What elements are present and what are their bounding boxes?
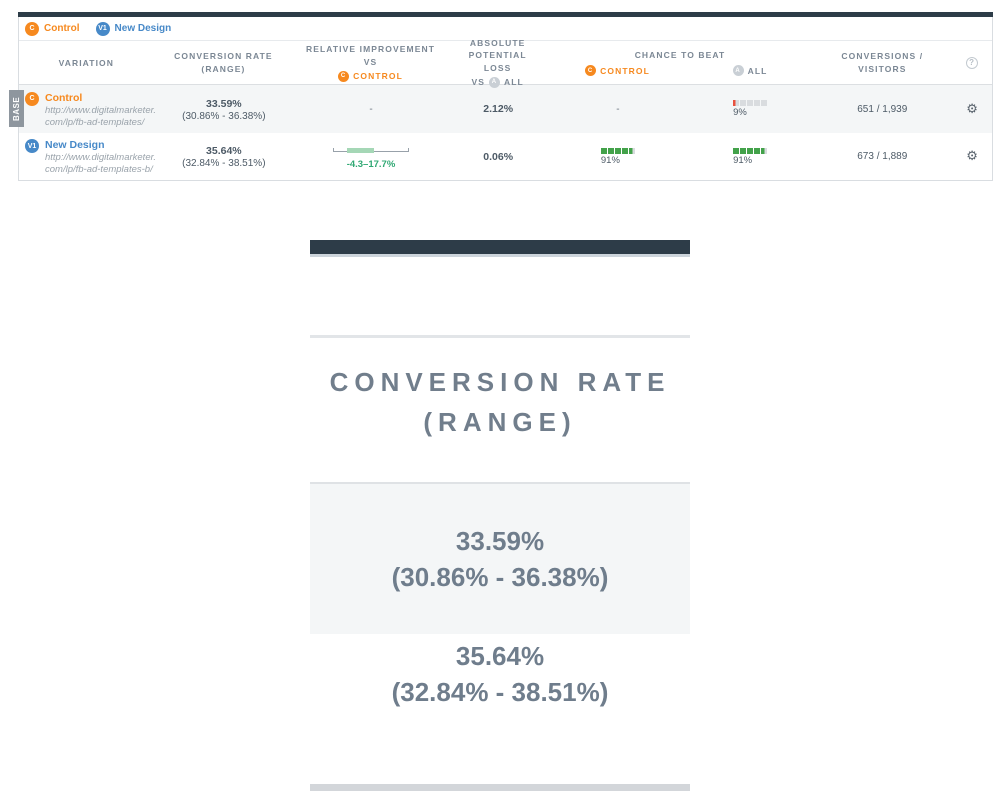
table-row-control: C Control http://www.digitalmarketer. co…	[19, 85, 992, 133]
column-header-variation: VARIATION	[58, 57, 114, 68]
magnified-column-title: CONVERSION RATE (RANGE)	[329, 367, 671, 437]
magnified-variation-rate: 35.64%	[455, 641, 545, 671]
base-variation-badge: BASE	[9, 90, 24, 127]
control-badge-icon: C	[338, 70, 350, 82]
magnified-divider	[310, 335, 690, 338]
magnified-conversion-rate-column: CONVERSION RATE (RANGE) 33.59% (30.86% -…	[310, 240, 690, 791]
variation-legend: C Control V1 New Design	[19, 17, 992, 41]
all-badge-icon: A	[489, 76, 501, 88]
absolute-loss-cell-new-design: 0.06%	[483, 150, 514, 163]
conversions-cell-new-design: 673 / 1,889	[857, 151, 908, 162]
results-table: C Control V1 New Design VARIATION CONVER…	[18, 17, 993, 181]
column-header-chance-to-beat: CHANCE TO BEAT C CONTROL A ALL	[548, 49, 813, 77]
table-top-accent-bar	[18, 12, 993, 17]
improvement-range-chart	[332, 144, 409, 155]
conversion-rate-cell-control: 33.59% (30.86% - 36.38%)	[182, 97, 266, 122]
magnified-top-accent-bar	[310, 240, 690, 254]
chance-squares-meter	[733, 147, 768, 154]
ab-test-report-table: C Control V1 New Design VARIATION CONVER…	[9, 12, 993, 181]
variation-url: http://www.digitalmarketer.	[45, 152, 157, 163]
column-header-conversions-visitors: CONVERSIONS / VISITORS	[841, 51, 924, 74]
variation-url: http://www.digitalmarketer.	[45, 104, 157, 116]
variation-cell-new-design: V1 New Design http://www.digitalmarketer…	[19, 137, 157, 176]
chance-percent-label: 9%	[733, 107, 747, 118]
magnified-variation-range: (32.84% - 38.51%)	[391, 677, 609, 707]
conversion-rate-cell-new-design: 35.64% (32.84% - 38.51%)	[182, 145, 266, 169]
gear-icon[interactable]: ⚙	[966, 149, 978, 164]
variation-name-control: Control	[45, 91, 83, 104]
column-header-conversion-rate: CONVERSION RATE (RANGE)	[174, 51, 273, 74]
chance-beat-all-cell-control: 9%	[688, 100, 813, 118]
relative-improvement-cell-control: -	[369, 103, 373, 115]
table-header-row: VARIATION CONVERSION RATE (RANGE) RELATI…	[19, 38, 992, 88]
subheader-chance-control: C CONTROL	[548, 65, 688, 77]
chance-squares-meter	[600, 147, 635, 154]
range-confidence-bar	[346, 147, 374, 153]
conversions-cell-control: 651 / 1,939	[857, 103, 908, 115]
chance-beat-control-cell-new-design: 91%	[548, 147, 688, 166]
variation-url: com/lp/fb-ad-templates/	[45, 116, 145, 128]
absolute-loss-cell-control: 2.12%	[483, 103, 514, 115]
variation-badge-icon: V1	[25, 139, 39, 153]
improvement-range-label: -4.3–17.7%	[346, 158, 396, 170]
variation-url: com/lp/fb-ad-templates-b/	[45, 164, 153, 175]
legend-item-new-design[interactable]: V1 New Design	[95, 21, 172, 36]
legend-control-label: Control	[44, 23, 80, 34]
magnified-bottom-bar	[310, 784, 690, 791]
row-settings-cell: ⚙	[952, 103, 992, 116]
column-header-help: ?	[952, 56, 992, 69]
magnified-control-rate: 33.59%	[455, 526, 545, 556]
magnified-variation-rate-cell: 35.64% (32.84% - 38.51%)	[310, 634, 690, 784]
subheader-chance-all: A ALL	[688, 65, 813, 77]
magnified-accent-underline	[310, 254, 690, 257]
legend-item-control[interactable]: C Control	[25, 21, 80, 36]
control-badge-icon: C	[25, 91, 39, 106]
column-header-absolute-potential-loss: ABSOLUTE POTENTIAL LOSS VS A ALL	[468, 38, 527, 88]
variation-badge-icon: V1	[95, 21, 110, 36]
table-row-new-design: V1 New Design http://www.digitalmarketer…	[19, 133, 992, 180]
chance-percent-label: 91%	[733, 154, 753, 166]
column-header-relative-improvement: RELATIVE IMPROVEMENT VS C CONTROL	[305, 44, 436, 82]
row-settings-cell: ⚙	[952, 150, 992, 163]
control-badge-icon: C	[25, 21, 39, 36]
relative-improvement-cell-new-design: -4.3–17.7%	[294, 144, 449, 170]
variation-cell-control: C Control http://www.digitalmarketer. co…	[19, 90, 157, 129]
legend-new-design-label: New Design	[114, 23, 172, 34]
magnified-control-range: (30.86% - 36.38%)	[391, 562, 609, 592]
chance-percent-label: 91%	[600, 154, 620, 166]
gear-icon[interactable]: ⚙	[966, 101, 978, 117]
chance-beat-control-cell-control: -	[616, 103, 620, 115]
all-badge-icon: A	[732, 65, 744, 76]
chance-beat-all-cell-new-design: 91%	[688, 147, 813, 166]
magnified-control-rate-cell: 33.59% (30.86% - 36.38%)	[310, 482, 690, 634]
control-badge-icon: C	[585, 65, 597, 76]
help-icon[interactable]: ?	[966, 56, 979, 69]
variation-name-new-design: New Design	[45, 139, 105, 151]
chance-squares-meter	[733, 100, 768, 106]
